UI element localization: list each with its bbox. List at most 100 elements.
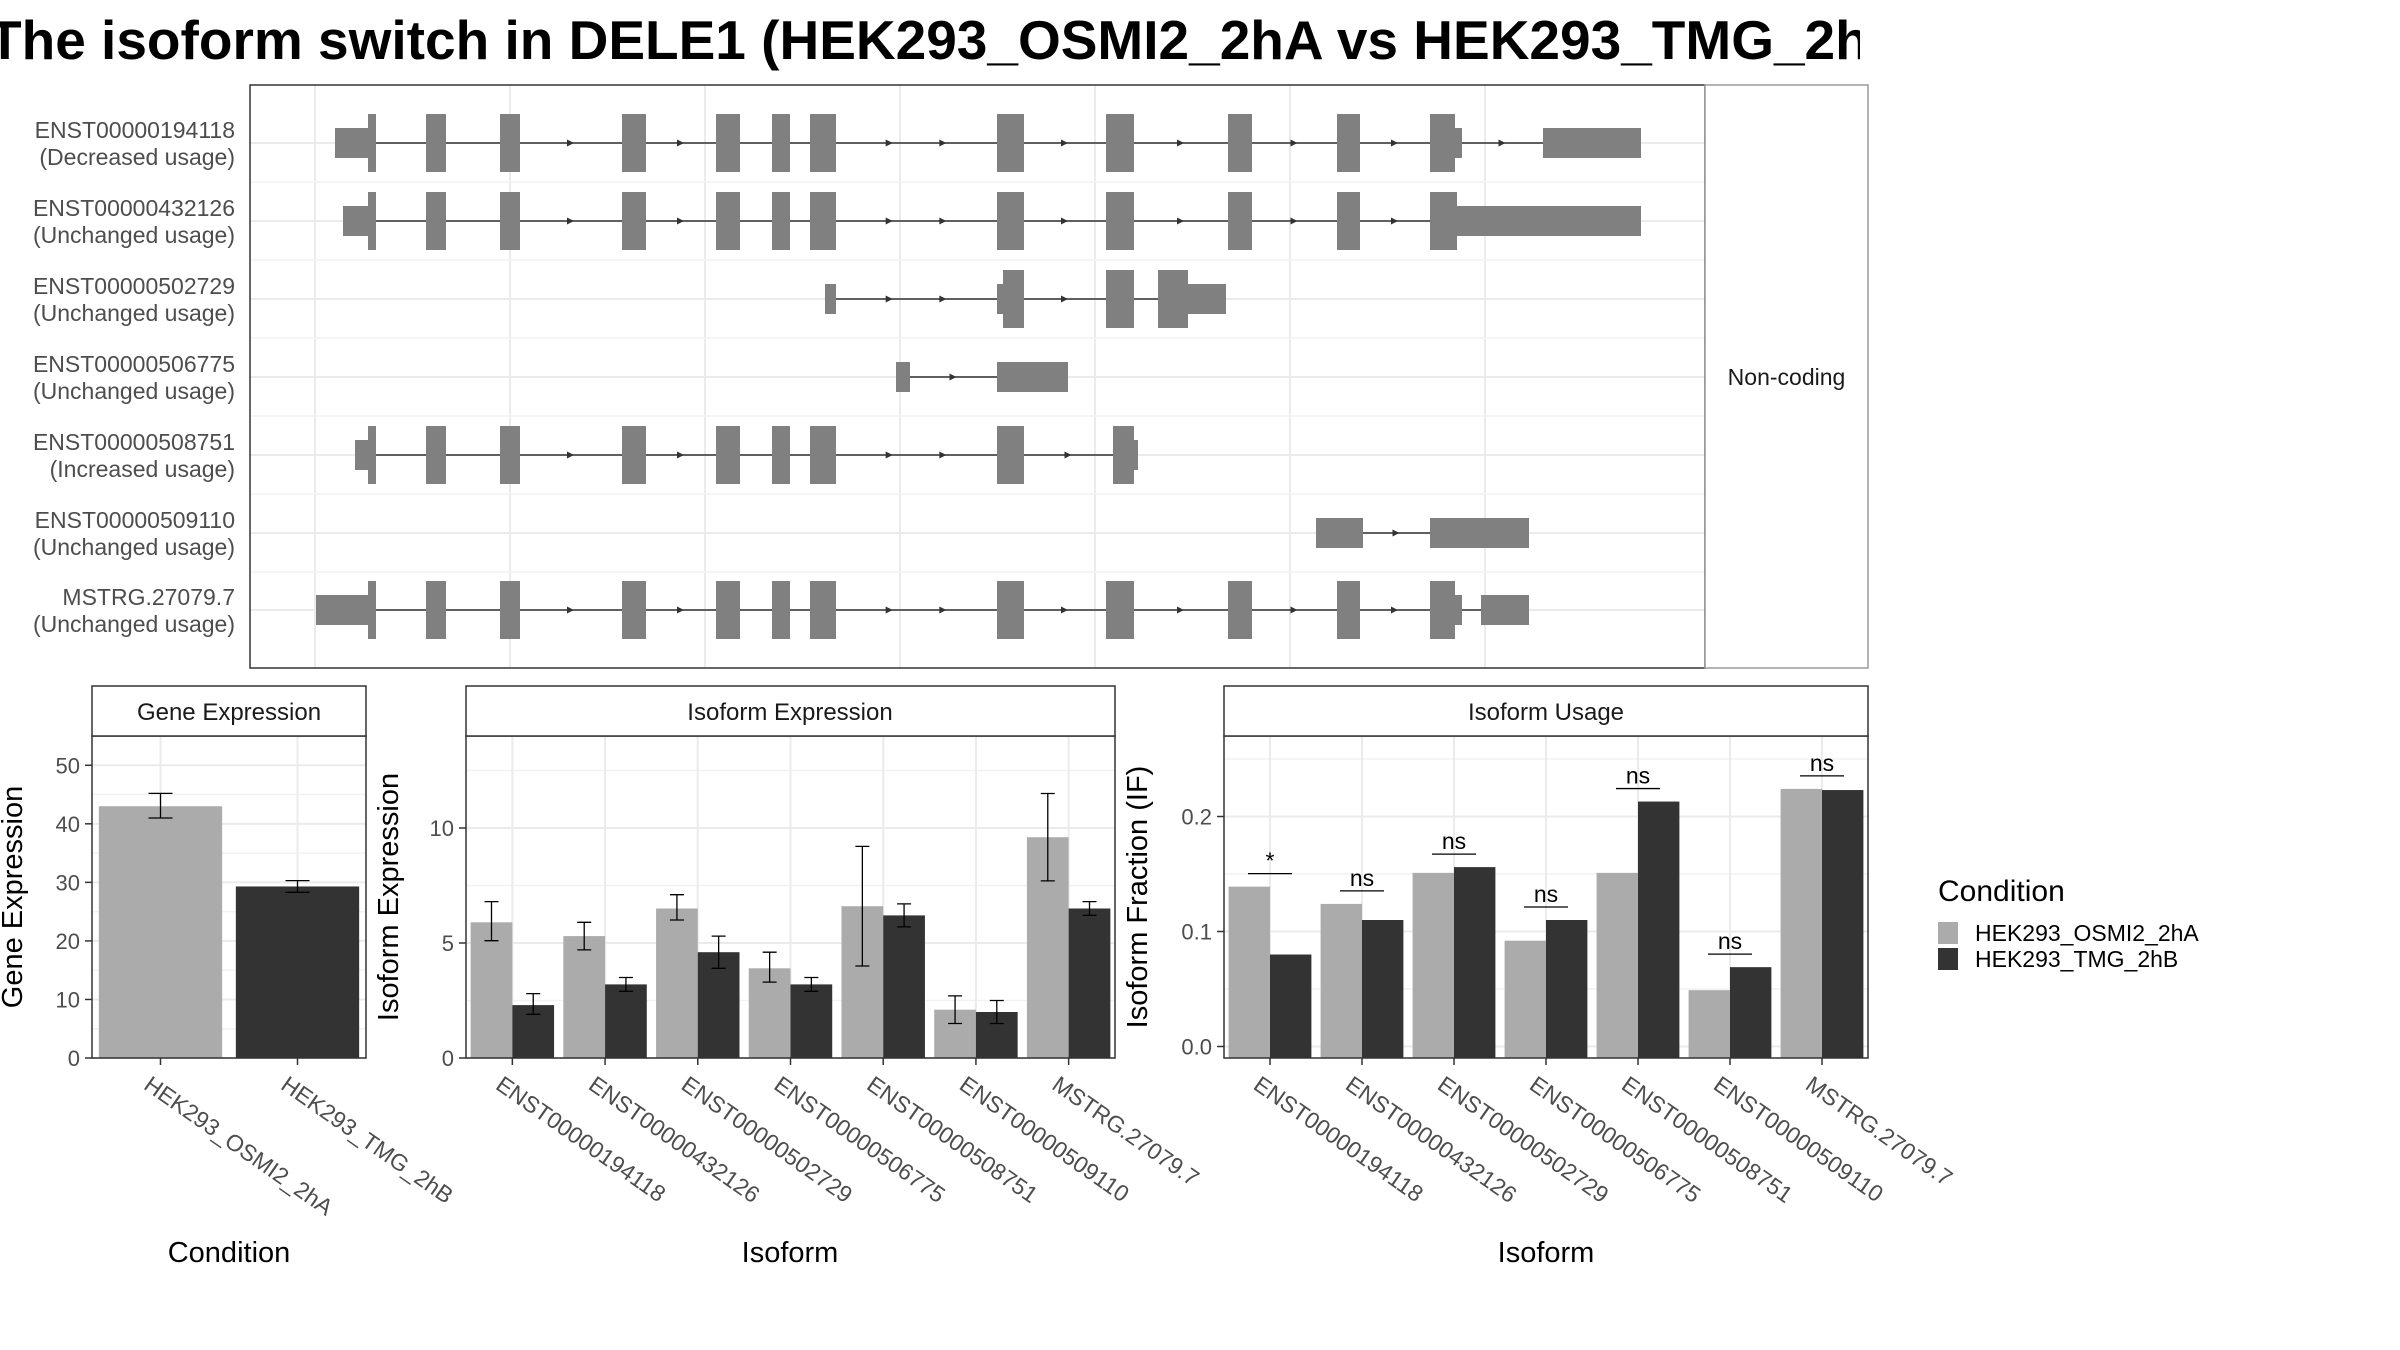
bar <box>1504 940 1546 1058</box>
legend-title: Condition <box>1938 875 2065 908</box>
transcript-id: ENST00000432126 <box>33 195 235 221</box>
x-tick-label: ENST00000432126 <box>1341 1071 1521 1208</box>
exon <box>810 192 836 250</box>
x-tick-label: ENST00000506775 <box>770 1071 950 1208</box>
intron-arrow <box>885 451 893 459</box>
exon <box>368 426 376 484</box>
exon <box>500 114 520 172</box>
transcript-id: ENST00000506775 <box>33 351 235 377</box>
error-bar <box>577 921 592 951</box>
bar <box>697 952 740 1058</box>
transcript-id: MSTRG.27079.7 <box>62 584 235 610</box>
bar <box>1638 801 1680 1058</box>
transcript-id: ENST00000508751 <box>33 429 235 455</box>
exon <box>1430 192 1457 250</box>
intron-arrow <box>1290 139 1298 147</box>
structure-strip <box>1704 84 1869 669</box>
exon <box>1457 206 1641 236</box>
intron-arrow <box>939 451 947 459</box>
exon <box>622 426 646 484</box>
intron-arrow <box>885 606 893 614</box>
intron-arrow <box>677 139 684 147</box>
exon <box>1113 426 1134 484</box>
significance-label: ns <box>1534 881 1558 907</box>
bar <box>605 984 647 1058</box>
exon <box>500 581 520 639</box>
panel-strip <box>465 685 1116 737</box>
exon <box>622 581 646 639</box>
exon <box>1337 192 1360 250</box>
bar <box>1546 920 1588 1058</box>
bar <box>1822 790 1864 1058</box>
legend-label: HEK293_OSMI2_2hA <box>1975 920 2199 946</box>
bar <box>1730 967 1772 1058</box>
figure-title: The isoform switch in DELE1 (HEK293_OSMI… <box>0 9 1860 71</box>
intron-arrow <box>567 606 574 614</box>
exon <box>1337 581 1360 639</box>
bar <box>1596 872 1638 1058</box>
intron-arrow <box>885 217 893 225</box>
exon <box>343 206 368 236</box>
significance-label: ns <box>1810 750 1834 776</box>
intron-arrow <box>1177 217 1184 225</box>
exon <box>426 426 446 484</box>
y-axis-title: Gene Expression <box>0 786 29 1008</box>
transcript-usage: (Unchanged usage) <box>33 300 235 326</box>
exon <box>997 192 1024 250</box>
intron-arrow <box>939 139 947 147</box>
bar <box>790 984 833 1058</box>
bar <box>98 806 223 1058</box>
y-axis-title: Isoform Fraction (IF) <box>1122 766 1154 1029</box>
panel-strip <box>91 685 367 737</box>
exon <box>500 192 520 250</box>
exon <box>316 595 368 625</box>
exon <box>1106 114 1134 172</box>
x-axis-title: Isoform <box>742 1237 839 1269</box>
bar <box>563 936 606 1058</box>
exon <box>997 114 1024 172</box>
bar <box>1270 954 1312 1058</box>
intron-arrow <box>1290 606 1298 614</box>
transcript-id: ENST00000194118 <box>35 117 235 143</box>
bar <box>1780 788 1822 1058</box>
exon <box>1188 284 1226 314</box>
exon <box>716 426 740 484</box>
error-bar <box>618 976 633 992</box>
y-tick-label: 30 <box>56 870 80 895</box>
y-axis-title: Isoform Expression <box>373 773 405 1021</box>
exon <box>716 114 740 172</box>
intron-arrow <box>1391 217 1398 225</box>
y-tick-label: 0.2 <box>1181 805 1212 830</box>
significance-label: * <box>1266 848 1275 874</box>
exon <box>772 581 790 639</box>
exon <box>622 114 646 172</box>
error-bar <box>484 900 499 942</box>
transcript-usage: (Unchanged usage) <box>33 378 235 404</box>
intron-arrow <box>1061 217 1068 225</box>
intron-arrow <box>1061 606 1068 614</box>
bar <box>1454 867 1496 1058</box>
x-tick-label: ENST00000509110 <box>955 1071 1134 1207</box>
exon <box>1228 581 1252 639</box>
exon <box>1106 270 1134 328</box>
exon <box>1481 595 1529 625</box>
y-tick-label: 5 <box>442 931 454 956</box>
x-tick-label: ENST00000506775 <box>1525 1071 1705 1208</box>
y-tick-label: 0.1 <box>1181 920 1212 945</box>
bar <box>1320 903 1362 1058</box>
x-tick-label: ENST00000194118 <box>1249 1071 1428 1207</box>
error-bar <box>669 894 684 921</box>
exon <box>1430 518 1529 548</box>
exon <box>622 192 646 250</box>
y-tick-label: 0.0 <box>1181 1035 1212 1060</box>
error-bar <box>1082 900 1097 917</box>
panel-strip <box>1223 685 1869 737</box>
exon <box>426 192 446 250</box>
bar <box>1412 872 1454 1058</box>
transcript-usage: (Unchanged usage) <box>33 611 235 637</box>
exon <box>1158 270 1188 328</box>
significance-label: ns <box>1718 928 1742 954</box>
error-bar <box>1040 792 1055 882</box>
exon <box>1003 270 1024 328</box>
